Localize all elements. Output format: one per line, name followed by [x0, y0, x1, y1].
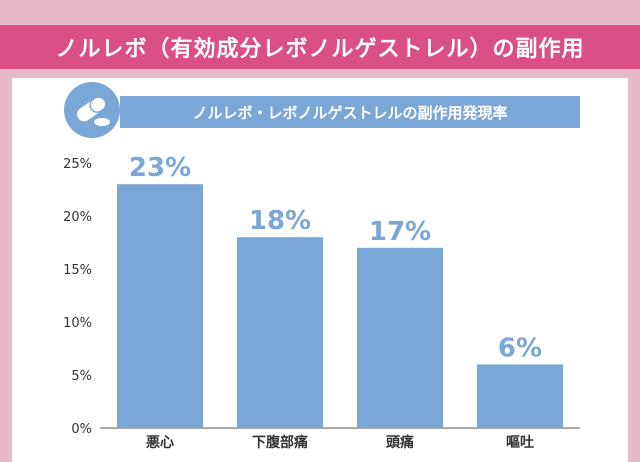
y-tick-label: 5% — [71, 369, 92, 384]
bar — [477, 364, 563, 428]
bar — [117, 184, 203, 428]
bar — [357, 247, 443, 428]
data-label: 18% — [249, 206, 311, 236]
y-tick-label: 0% — [71, 422, 92, 437]
y-tick-label: 20% — [63, 210, 92, 225]
category-label: 下腹部痛 — [252, 434, 308, 451]
data-label: 23% — [129, 153, 191, 183]
y-tick-label: 15% — [63, 263, 92, 278]
category-label: 頭痛 — [386, 434, 414, 451]
chart-subtitle: ノルレボ・レボノルゲストレルの副作用発現率 — [120, 96, 580, 128]
category-label: 悪心 — [146, 435, 174, 451]
data-label: 6% — [498, 333, 542, 363]
category-label: 嘔吐 — [506, 435, 534, 451]
data-label: 17% — [369, 217, 431, 247]
bar — [237, 237, 323, 428]
pill-icon — [64, 82, 120, 138]
y-tick-label: 10% — [63, 316, 92, 331]
page-title: ノルレボ（有効成分レボノルゲストレル）の副作用 — [0, 25, 640, 69]
y-tick-label: 25% — [63, 157, 92, 172]
